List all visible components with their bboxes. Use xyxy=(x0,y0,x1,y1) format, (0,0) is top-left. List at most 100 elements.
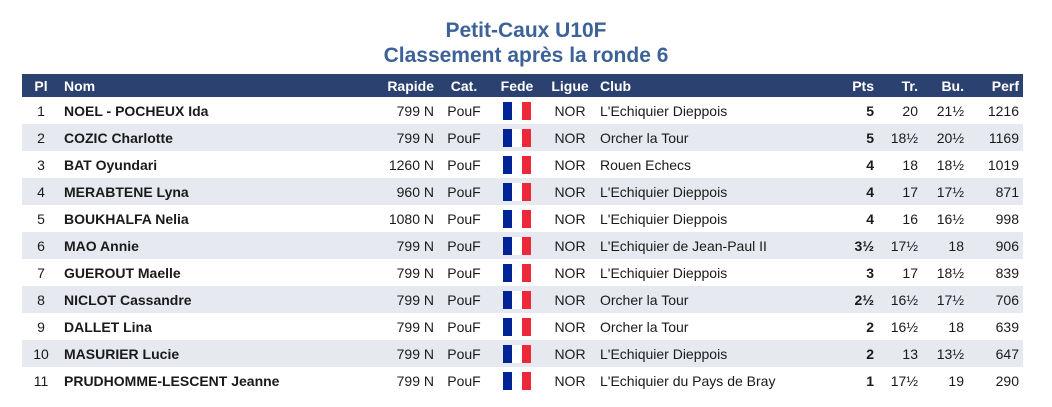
cell-pts: 5 xyxy=(866,129,874,146)
cell-rapide: 799 N xyxy=(396,264,434,281)
player-name-link[interactable]: NOEL - POCHEUX Ida xyxy=(64,102,209,119)
cell-pl: 1 xyxy=(37,102,45,119)
cell-cat: PouF xyxy=(447,372,481,389)
column-header-pl[interactable]: Pl xyxy=(34,77,48,94)
cell-pl: 2 xyxy=(37,129,45,146)
player-name-link[interactable]: MAO Annie xyxy=(64,237,139,254)
cell-club: Orcher la Tour xyxy=(600,291,689,308)
cell-pts: 4 xyxy=(866,183,874,200)
cell-fede xyxy=(490,340,544,367)
column-header-nom[interactable]: Nom xyxy=(64,77,96,94)
cell-bu: 17½ xyxy=(936,183,964,200)
cell-ligue: NOR xyxy=(554,102,586,119)
cell-fede xyxy=(490,124,544,151)
cell-perf: 998 xyxy=(995,210,1019,227)
cell-cat: PouF xyxy=(447,156,481,173)
cell-fede xyxy=(490,97,544,124)
table-row: 8 NICLOT Cassandre 799 N PouF NOR Orcher… xyxy=(22,286,1023,313)
cell-bu: 13½ xyxy=(936,345,964,362)
cell-rapide: 799 N xyxy=(396,102,434,119)
standings-table: Pl Nom Rapide Cat. Fede Ligue Club Pts T… xyxy=(22,74,1023,394)
cell-ligue: NOR xyxy=(554,318,586,335)
france-flag-icon xyxy=(503,263,531,282)
france-flag-icon xyxy=(503,155,531,174)
cell-rapide: 1260 N xyxy=(388,156,434,173)
cell-bu: 16½ xyxy=(936,210,964,227)
cell-pts: 2 xyxy=(866,345,874,362)
cell-perf: 1216 xyxy=(987,102,1019,119)
cell-perf: 639 xyxy=(995,318,1019,335)
cell-bu: 18½ xyxy=(936,264,964,281)
cell-ligue: NOR xyxy=(554,129,586,146)
page-header: Petit-Caux U10F Classement après la rond… xyxy=(0,0,1052,70)
cell-rapide: 799 N xyxy=(396,129,434,146)
cell-fede xyxy=(490,205,544,232)
cell-rapide: 799 N xyxy=(396,372,434,389)
player-name-link[interactable]: BAT Oyundari xyxy=(64,156,158,173)
cell-tr: 17½ xyxy=(890,237,918,254)
cell-cat: PouF xyxy=(447,264,481,281)
cell-club: Orcher la Tour xyxy=(600,129,689,146)
cell-club: Rouen Echecs xyxy=(600,156,692,173)
column-header-pts[interactable]: Pts xyxy=(852,77,874,94)
cell-club: L'Echiquier Dieppois xyxy=(600,345,728,362)
cell-perf: 839 xyxy=(995,264,1019,281)
france-flag-icon xyxy=(503,101,531,120)
cell-ligue: NOR xyxy=(554,210,586,227)
france-flag-icon xyxy=(503,236,531,255)
player-name-link[interactable]: COZIC Charlotte xyxy=(64,129,173,146)
cell-fede xyxy=(490,286,544,313)
cell-club: L'Echiquier Dieppois xyxy=(600,264,728,281)
table-row: 9 DALLET Lina 799 N PouF NOR Orcher la T… xyxy=(22,313,1023,340)
column-header-perf[interactable]: Perf xyxy=(991,77,1019,94)
table-header-row: Pl Nom Rapide Cat. Fede Ligue Club Pts T… xyxy=(22,74,1023,97)
cell-tr: 17½ xyxy=(890,372,918,389)
cell-rapide: 1080 N xyxy=(388,210,434,227)
cell-perf: 906 xyxy=(995,237,1019,254)
cell-pl: 3 xyxy=(37,156,45,173)
player-name-link[interactable]: PRUDHOMME-LESCENT Jeanne xyxy=(64,372,280,389)
page-subtitle: Classement après la ronde 6 xyxy=(383,44,669,67)
cell-bu: 20½ xyxy=(936,129,964,146)
column-header-bu[interactable]: Bu. xyxy=(941,77,964,94)
cell-pl: 6 xyxy=(37,237,45,254)
cell-cat: PouF xyxy=(447,210,481,227)
player-name-link[interactable]: NICLOT Cassandre xyxy=(64,291,192,308)
player-name-link[interactable]: MASURIER Lucie xyxy=(64,345,180,362)
cell-pts: 4 xyxy=(866,156,874,173)
france-flag-icon xyxy=(503,317,531,336)
cell-club: L'Echiquier de Jean-Paul II xyxy=(600,237,767,254)
player-name-link[interactable]: DALLET Lina xyxy=(64,318,152,335)
column-header-ligue[interactable]: Ligue xyxy=(551,77,589,94)
cell-bu: 21½ xyxy=(936,102,964,119)
column-header-tr[interactable]: Tr. xyxy=(901,77,918,94)
cell-perf: 871 xyxy=(995,183,1019,200)
cell-tr: 20 xyxy=(902,102,918,119)
player-name-link[interactable]: GUEROUT Maelle xyxy=(64,264,181,281)
cell-rapide: 960 N xyxy=(396,183,434,200)
column-header-cat[interactable]: Cat. xyxy=(450,77,478,94)
player-name-link[interactable]: BOUKHALFA Nelia xyxy=(64,210,189,227)
cell-rapide: 799 N xyxy=(396,291,434,308)
cell-pl: 11 xyxy=(33,372,49,389)
column-header-club[interactable]: Club xyxy=(600,77,632,94)
page-title: Petit-Caux U10F xyxy=(445,19,607,42)
column-header-fede[interactable]: Fede xyxy=(500,77,534,94)
cell-club: L'Echiquier Dieppois xyxy=(600,102,728,119)
cell-pl: 7 xyxy=(37,264,45,281)
cell-pts: 1 xyxy=(866,372,874,389)
table-row: 11 PRUDHOMME-LESCENT Jeanne 799 N PouF N… xyxy=(22,367,1023,394)
player-name-link[interactable]: MERABTENE Lyna xyxy=(64,183,189,200)
cell-tr: 18½ xyxy=(890,129,918,146)
table-row: 5 BOUKHALFA Nelia 1080 N PouF NOR L'Echi… xyxy=(22,205,1023,232)
cell-cat: PouF xyxy=(447,291,481,308)
column-header-rapide[interactable]: Rapide xyxy=(387,77,434,94)
cell-pts: 3½ xyxy=(854,237,874,254)
table-row: 6 MAO Annie 799 N PouF NOR L'Echiquier d… xyxy=(22,232,1023,259)
cell-bu: 18 xyxy=(948,237,964,254)
france-flag-icon xyxy=(503,128,531,147)
cell-cat: PouF xyxy=(447,183,481,200)
cell-rapide: 799 N xyxy=(396,237,434,254)
cell-perf: 1169 xyxy=(988,129,1019,146)
france-flag-icon xyxy=(503,182,531,201)
